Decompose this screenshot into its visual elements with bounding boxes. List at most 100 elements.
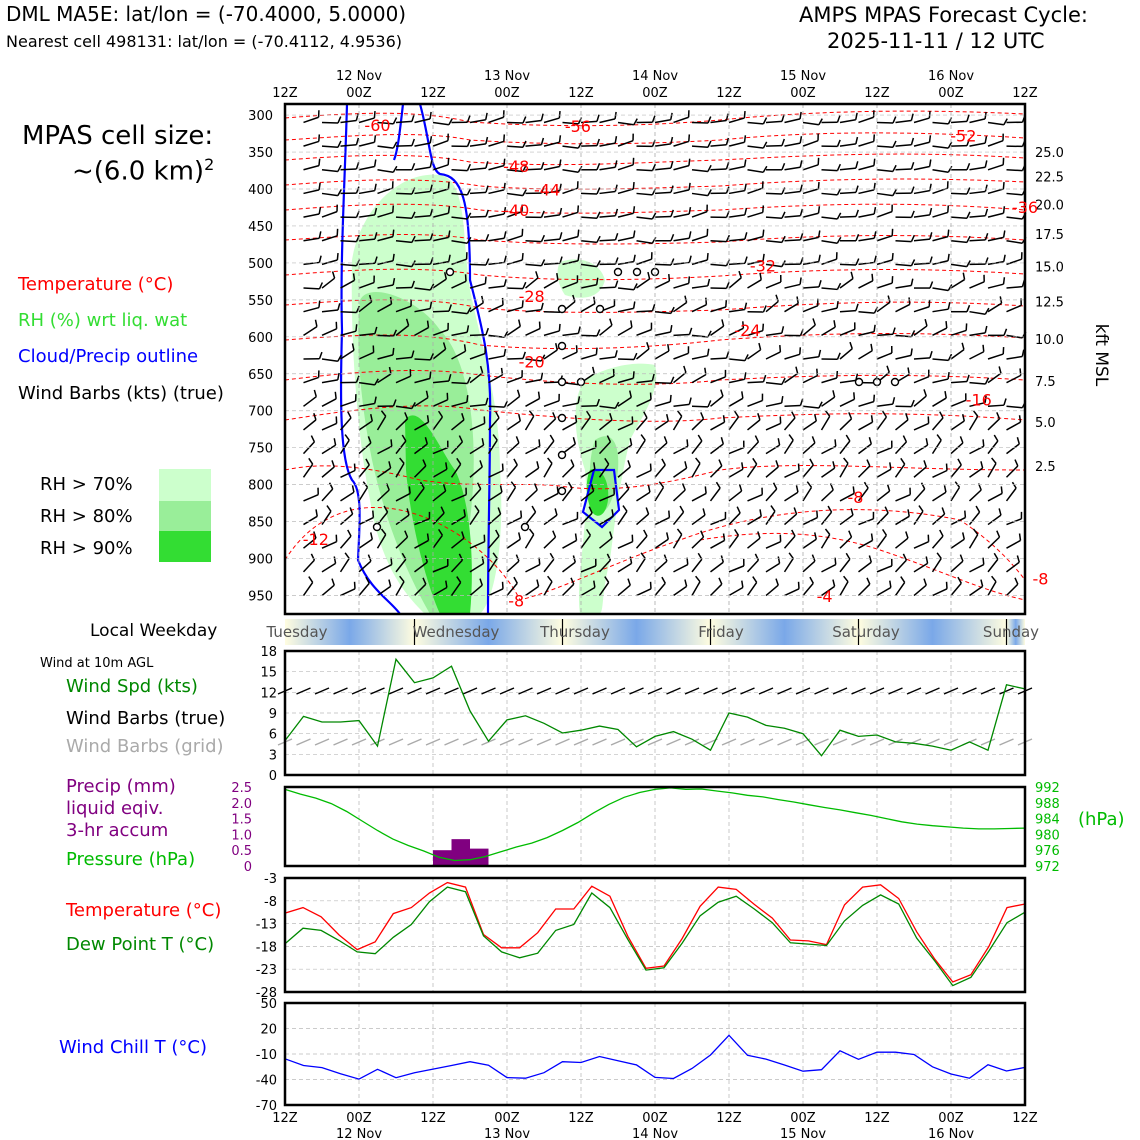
wind-barb: [377, 145, 394, 149]
wind-barb: [710, 518, 726, 526]
wind-barb-feather: [725, 299, 728, 308]
wind-barb-feather: [651, 163, 657, 171]
wind-barb-feather: [385, 483, 390, 491]
wind-barb-feather: [552, 530, 557, 538]
wind-barb: [303, 164, 320, 171]
wind-barb-feather: [480, 295, 484, 303]
wind-barb: [358, 351, 374, 360]
wind-barb: [820, 489, 834, 502]
wind-barb-feather: [447, 230, 451, 238]
wind-barb: [802, 405, 819, 409]
wind-barb-feather: [318, 282, 324, 290]
top-hour-tick: 00Z: [938, 86, 964, 101]
wind-barb: [321, 235, 338, 242]
wind-barb-true: [629, 687, 644, 695]
wind-barb-feather: [485, 397, 489, 405]
wind-barb: [931, 535, 944, 549]
wind-barb-true: [425, 687, 441, 695]
wind-barb: [395, 263, 412, 268]
wind-barb-feather: [907, 367, 910, 375]
wind-barb: [1005, 465, 1019, 478]
wind-barb: [747, 235, 764, 242]
wind-barb-feather: [725, 234, 731, 242]
wind-barb-feather: [818, 254, 821, 262]
wind-barb-feather: [966, 260, 971, 267]
wind-barb: [728, 327, 744, 337]
wind-barb: [858, 237, 875, 242]
temperature-panel: -3-8-13-18-23-28: [256, 872, 1027, 1001]
wind-barb-feather: [910, 113, 914, 121]
wind-barb: [821, 258, 837, 266]
wind-barb: [302, 581, 314, 596]
wind-barb: [321, 562, 336, 573]
wind-barb-feather: [688, 397, 692, 405]
wind-barb: [636, 588, 652, 597]
wind-barb-feather: [929, 207, 933, 216]
wind-barb-true: [351, 687, 367, 695]
wind-barb-feather: [596, 162, 601, 171]
precip-tick: 0.5: [231, 844, 252, 859]
wind-barb-feather: [337, 189, 342, 197]
wind-barb: [506, 287, 524, 290]
wind-barb: [395, 492, 411, 502]
windchill-tick: -40: [256, 1074, 277, 1089]
panel-frame: [283, 649, 1027, 777]
wind-barb-feather: [775, 460, 779, 468]
wind-barb-grid: [851, 738, 866, 746]
wind-barb-feather: [743, 111, 746, 119]
wind-barb-grid: [610, 738, 626, 746]
wind-barb: [303, 515, 318, 526]
wind-barb: [876, 416, 888, 431]
wind-barb-grid: [666, 738, 681, 746]
wind-barb: [784, 190, 801, 195]
wind-barb: [562, 260, 579, 266]
wind-barb-feather: [688, 158, 691, 166]
wind-barb: [1006, 192, 1023, 196]
wind-barb-feather: [479, 460, 483, 468]
temp-tick: -23: [256, 963, 277, 978]
wind-barb: [654, 538, 669, 549]
wind-barb-feather: [984, 136, 988, 144]
wind-barb: [543, 400, 560, 408]
wind-barb: [580, 192, 598, 195]
wind-barb-true: [462, 687, 478, 695]
wind-barb-feather: [633, 283, 638, 291]
wind-barb: [321, 488, 334, 502]
wind-barb-feather: [503, 348, 507, 357]
wind-barb: [654, 191, 672, 195]
wind-barb: [562, 281, 578, 289]
wind-barb-feather: [824, 528, 831, 535]
top-hour-tick: 12Z: [1012, 86, 1038, 101]
wind-barb-feather: [966, 187, 971, 195]
wind-barb-feather: [920, 482, 926, 490]
wind-barb: [599, 493, 615, 502]
wind-barb: [672, 511, 685, 526]
wind-barb: [710, 421, 725, 431]
wind-barb: [432, 236, 449, 242]
bottom-hour-tick: 00Z: [494, 1111, 520, 1126]
wind-barb-feather: [466, 188, 472, 196]
wind-barb-feather: [572, 294, 576, 302]
wind-barb-feather: [777, 556, 781, 564]
wind-barb: [469, 282, 486, 289]
temp-tick: -13: [256, 918, 277, 933]
wind-barb-feather: [697, 434, 703, 442]
wind-barb-feather: [411, 280, 416, 288]
pressure-tick: 600: [248, 331, 273, 346]
wind-barb-feather: [647, 485, 651, 493]
wind-barb-feather: [873, 158, 876, 166]
weekday-name: Tuesday: [265, 623, 327, 641]
wind-barb-feather: [485, 258, 490, 266]
wind-barb-feather: [688, 134, 691, 142]
wind-barb: [839, 463, 849, 478]
wind-barb-feather: [1002, 206, 1006, 214]
wind-barb: [968, 415, 979, 431]
wind-barb: [414, 166, 431, 171]
wind-barb: [857, 465, 871, 478]
wind-barb-feather: [392, 399, 397, 407]
wind-barb-feather: [593, 296, 596, 304]
wind-barb-feather: [836, 115, 841, 123]
wind-barb: [543, 558, 555, 573]
wind-barb: [506, 235, 523, 242]
wind-barb-feather: [318, 231, 322, 239]
